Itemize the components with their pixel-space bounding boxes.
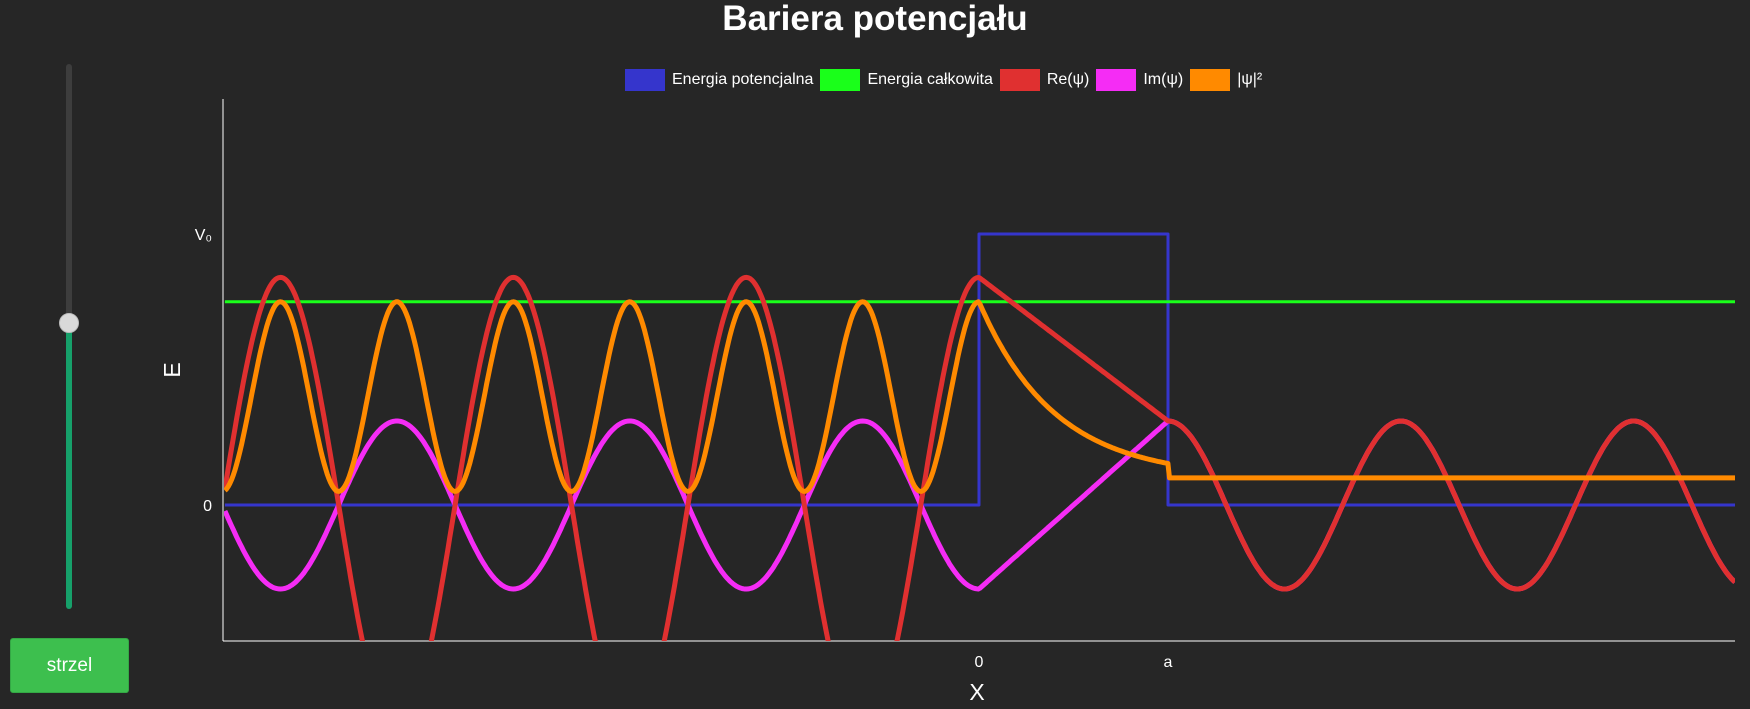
x-axis-title: X [969,679,984,705]
legend-swatch-re-psi [999,69,1040,91]
legend-swatch-psi-squared [1190,69,1231,91]
legend-label-psi-squared: |ψ|² [1237,71,1263,88]
chart-title: Bariera potencjału [722,0,1028,38]
legend-item-psi-squared: |ψ|² [1190,69,1262,91]
legend-label-im-psi: Im(ψ) [1143,71,1184,88]
y-axis-title: E [159,362,185,377]
energy-slider-fill [66,322,72,609]
x-tick-label: a [1164,654,1173,671]
legend-swatch-total-energy [820,69,861,91]
legend-label-total-energy: Energia całkowita [867,71,993,88]
y-tick-label: V₀ [195,227,212,244]
legend-item-im-psi: Im(ψ) [1096,69,1183,91]
legend: Energia potencjalna Energia całkowita Re… [625,67,1269,93]
legend-item-potential: Energia potencjalna [625,69,813,91]
series-re-psi [224,274,1735,641]
energy-slider[interactable] [55,60,83,615]
legend-label-potential: Energia potencjalna [672,71,814,88]
series-potential-energy [224,232,1735,507]
fire-button[interactable]: strzel [10,638,129,693]
energy-slider-thumb[interactable] [59,312,79,333]
legend-swatch-potential [625,69,665,91]
legend-swatch-im-psi [1096,69,1137,91]
legend-item-total-energy: Energia całkowita [820,69,993,91]
series-psi-squared [224,299,1735,494]
y-tick-label: 0 [203,498,212,515]
series-group [224,232,1735,641]
legend-label-re-psi: Re(ψ) [1046,71,1090,88]
x-tick-label: 0 [975,654,984,671]
legend-item-re-psi: Re(ψ) [999,69,1090,91]
